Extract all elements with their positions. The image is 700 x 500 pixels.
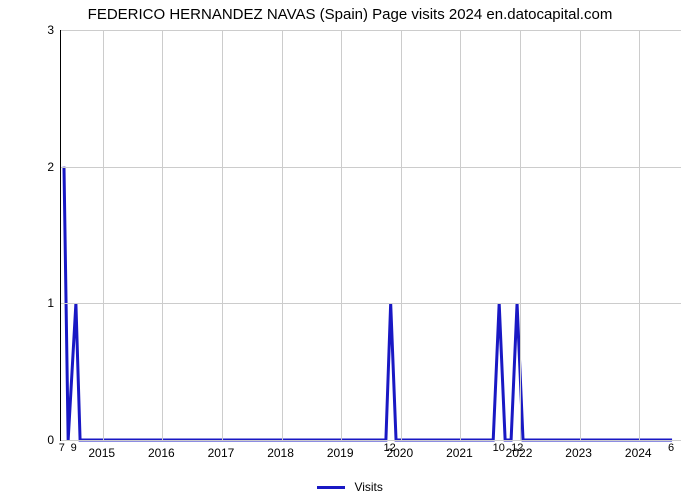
grid-line-vertical: [222, 30, 223, 440]
point-label: 10: [493, 442, 505, 454]
grid-line-horizontal: [61, 167, 681, 168]
x-tick-label: 2023: [565, 446, 592, 460]
point-label: 7: [59, 442, 65, 454]
point-label: 12: [384, 442, 396, 454]
grid-line-vertical: [639, 30, 640, 440]
x-tick-label: 2017: [208, 446, 235, 460]
legend: Visits: [0, 479, 700, 494]
grid-line-vertical: [580, 30, 581, 440]
grid-line-horizontal: [61, 440, 681, 441]
point-label: 12: [511, 442, 523, 454]
series-line: [61, 30, 681, 440]
y-tick-label: 2: [14, 160, 54, 174]
x-tick-label: 2016: [148, 446, 175, 460]
x-tick-label: 2024: [625, 446, 652, 460]
grid-line-vertical: [341, 30, 342, 440]
grid-line-vertical: [282, 30, 283, 440]
grid-line-vertical: [520, 30, 521, 440]
point-label: 6: [668, 442, 674, 454]
grid-line-vertical: [401, 30, 402, 440]
x-tick-label: 2015: [88, 446, 115, 460]
y-tick-label: 0: [14, 433, 54, 447]
chart-title: FEDERICO HERNANDEZ NAVAS (Spain) Page vi…: [0, 6, 700, 23]
grid-line-vertical: [162, 30, 163, 440]
grid-line-horizontal: [61, 30, 681, 31]
legend-swatch: [317, 486, 345, 489]
grid-line-horizontal: [61, 303, 681, 304]
point-label: 9: [71, 442, 77, 454]
legend-label: Visits: [354, 480, 382, 494]
grid-line-vertical: [103, 30, 104, 440]
x-tick-label: 2021: [446, 446, 473, 460]
grid-line-vertical: [460, 30, 461, 440]
plot-area: [60, 30, 681, 441]
y-tick-label: 1: [14, 296, 54, 310]
y-tick-label: 3: [14, 23, 54, 37]
x-tick-label: 2018: [267, 446, 294, 460]
chart-container: FEDERICO HERNANDEZ NAVAS (Spain) Page vi…: [0, 0, 700, 500]
x-tick-label: 2019: [327, 446, 354, 460]
